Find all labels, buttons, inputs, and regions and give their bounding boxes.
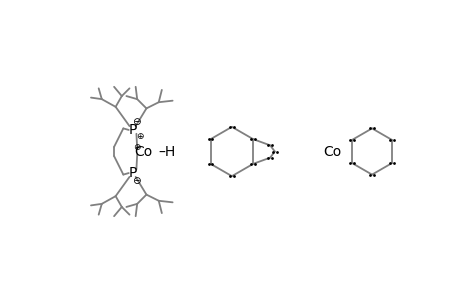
- Text: ⊖: ⊖: [132, 117, 140, 127]
- Text: Co: Co: [322, 145, 341, 158]
- Text: –H: –H: [158, 145, 176, 158]
- Text: ⊖: ⊖: [132, 176, 140, 186]
- Text: Co: Co: [134, 145, 152, 158]
- Text: ⊕: ⊕: [135, 132, 143, 141]
- Text: P: P: [128, 123, 136, 137]
- Text: P: P: [128, 166, 136, 180]
- Text: ⊕: ⊕: [132, 143, 140, 152]
